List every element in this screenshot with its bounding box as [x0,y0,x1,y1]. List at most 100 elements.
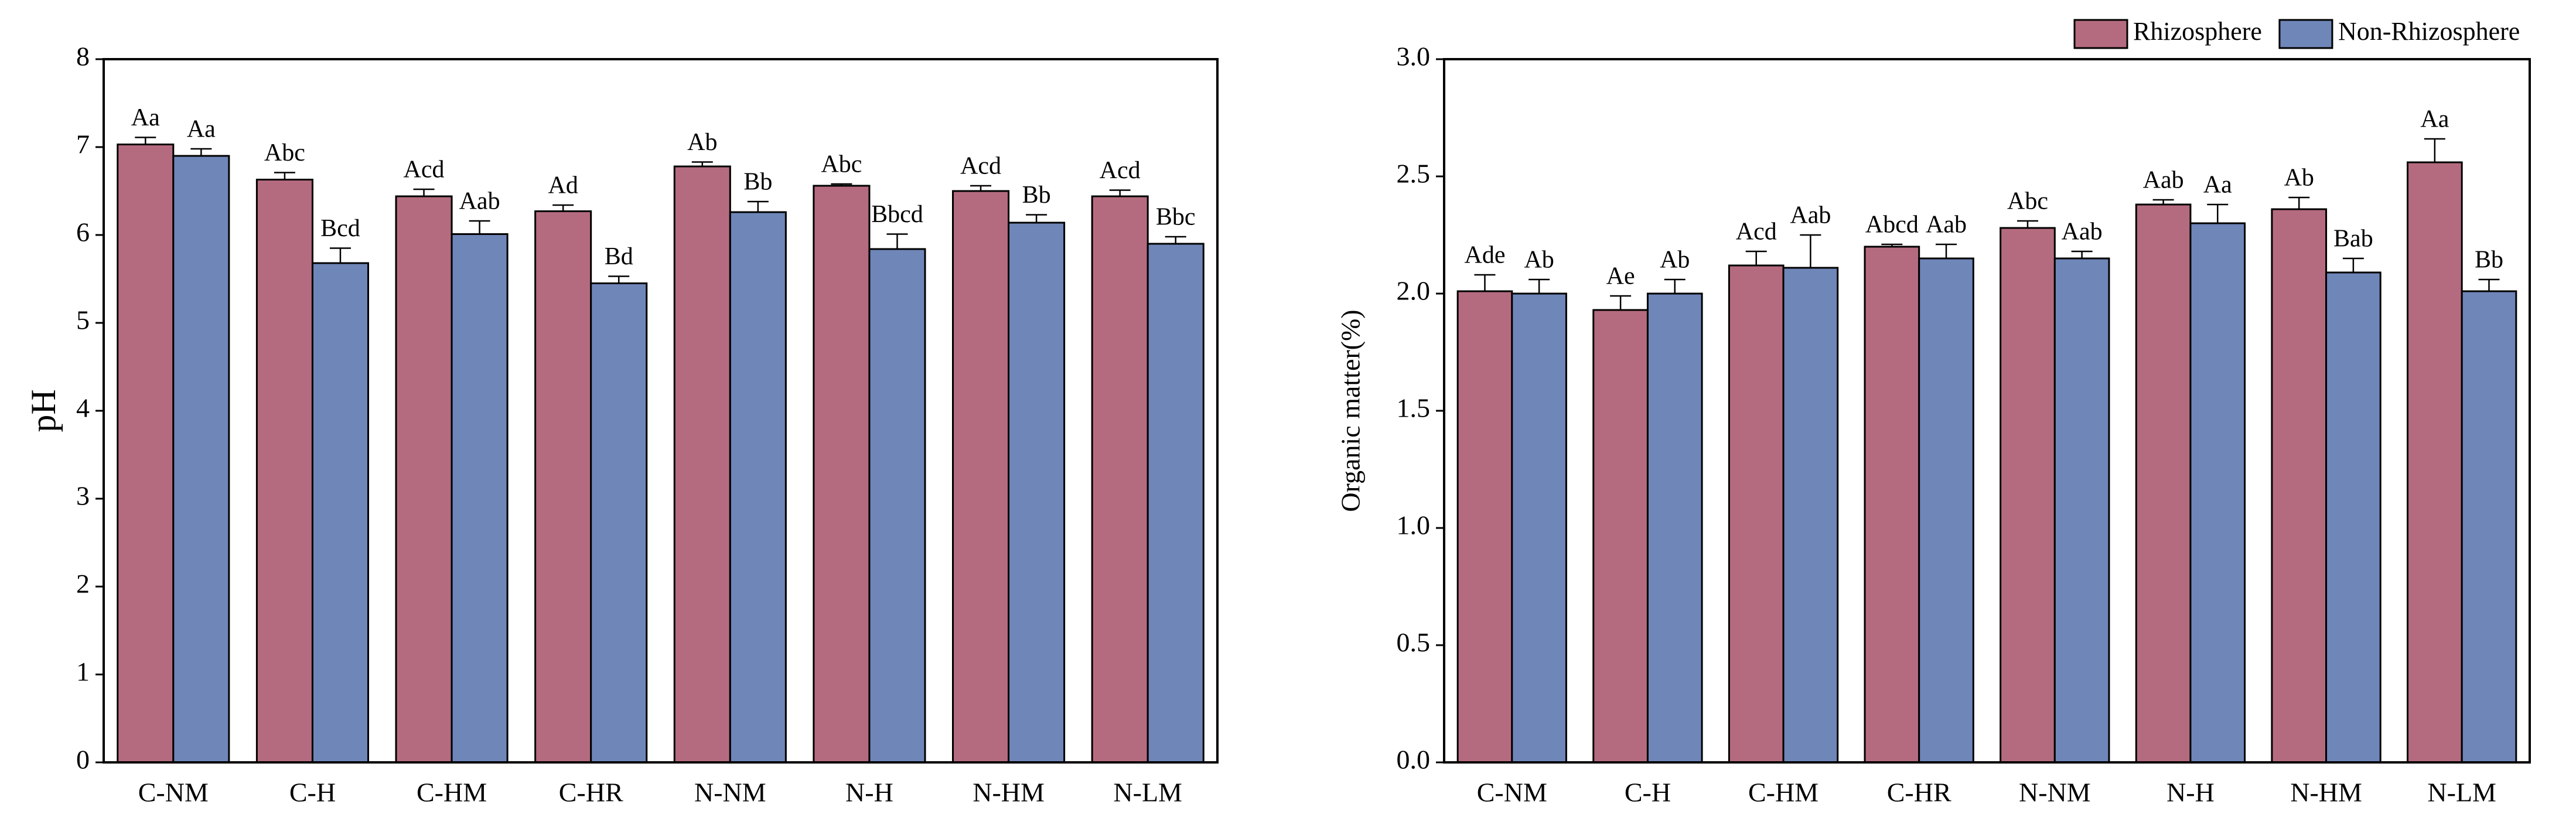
significance-label: Acd [1100,157,1141,184]
legend-label: Rhizosphere [2133,17,2262,46]
y-tick-label: 8 [76,42,90,71]
bar [117,144,175,764]
significance-label: Aa [2203,172,2232,199]
significance-label: Aab [1926,212,1967,238]
y-tick-label: 7 [76,130,90,159]
bar [813,185,871,764]
bar [2461,290,2517,764]
significance-label: Bb [743,169,772,196]
x-tick-label: N-LM [2427,778,2496,807]
bar [2407,161,2463,764]
bar [1646,292,1703,764]
x-tick-label: N-NM [2019,778,2091,807]
bar [1728,264,1785,764]
error-bar [135,137,156,145]
bar [451,233,509,764]
bar [952,190,1010,764]
error-bar [413,188,435,196]
error-bar [1165,236,1186,244]
error-bar [886,233,908,249]
error-bar [2424,138,2445,162]
y-tick-label: 1 [76,657,90,687]
significance-label: Abc [264,139,305,166]
x-tick-label: N-H [845,778,893,807]
y-axis-label: Organic matter(%) [1336,309,1366,512]
bar [868,248,926,764]
error-bar [1664,278,1686,294]
significance-label: Acd [404,156,445,183]
bar [311,262,369,764]
x-tick-label: N-HM [973,778,1045,807]
bar [2135,203,2192,764]
error-bar [329,247,351,263]
x-tick-label: C-HM [417,778,487,807]
significance-label: Bb [2475,247,2503,274]
y-tick-label: 0.0 [1397,745,1431,775]
bar [2053,257,2110,764]
error-bar [1745,250,1767,265]
bar [1918,257,1974,764]
significance-label: Ab [1660,247,1690,274]
significance-label: Bb [1022,182,1051,209]
bar [729,211,787,764]
x-tick-label: C-NM [1477,778,1547,807]
significance-label: Aa [2420,106,2449,133]
bar [2271,208,2328,764]
error-bar [190,148,212,156]
y-tick-label: 5 [76,305,90,335]
plot-frame [103,58,1219,764]
bar [172,155,230,764]
significance-label: Bbcd [871,201,923,228]
bar [1008,222,1066,764]
bar [1456,290,1513,764]
error-bar [970,185,992,191]
error-bar [831,183,852,186]
legend-swatch [2278,19,2333,49]
error-bar [469,220,490,234]
significance-label: Ad [548,172,578,199]
bar [1864,246,1920,764]
error-bar [274,172,295,180]
significance-label: Bcd [320,215,360,242]
x-tick-label: C-HM [1748,778,1818,807]
y-tick-label: 2 [76,569,90,599]
significance-label: Acd [1736,219,1777,246]
x-tick-label: C-H [1625,778,1671,807]
y-tick-label: 0 [76,745,90,775]
significance-label: Ae [1606,263,1635,290]
x-tick-label: N-HM [2290,778,2362,807]
error-bar [1881,243,1903,247]
y-tick-label: 3 [76,481,90,511]
significance-label: Abc [821,151,862,178]
x-tick-label: N-NM [694,778,766,807]
y-axis-label: pH [24,389,63,432]
error-bar [747,200,769,212]
significance-label: Ab [2284,165,2314,192]
legend-swatch [2073,19,2128,49]
y-tick-label: 6 [76,217,90,247]
bar [2189,222,2246,764]
error-bar [1474,274,1496,291]
bar [590,282,648,764]
x-tick-label: C-HR [559,778,623,807]
significance-label: Aab [2062,219,2103,246]
error-bar [2017,220,2038,228]
bar [255,179,313,764]
y-tick-label: 3.0 [1397,42,1431,71]
significance-label: Aab [1790,202,1831,229]
error-bar [608,275,630,284]
bar [1511,292,1567,764]
bar [1782,267,1839,764]
y-tick-label: 2.0 [1397,276,1431,306]
significance-label: Aa [131,104,160,131]
bar [2325,271,2381,764]
bar [1091,195,1149,764]
x-tick-label: N-LM [1113,778,1182,807]
significance-label: Aab [459,188,500,215]
error-bar [1109,189,1131,196]
error-bar [1936,243,1957,258]
significance-label: Ade [1464,242,1505,269]
significance-label: Bbc [1156,204,1196,231]
y-tick-label: 1.0 [1397,510,1431,540]
